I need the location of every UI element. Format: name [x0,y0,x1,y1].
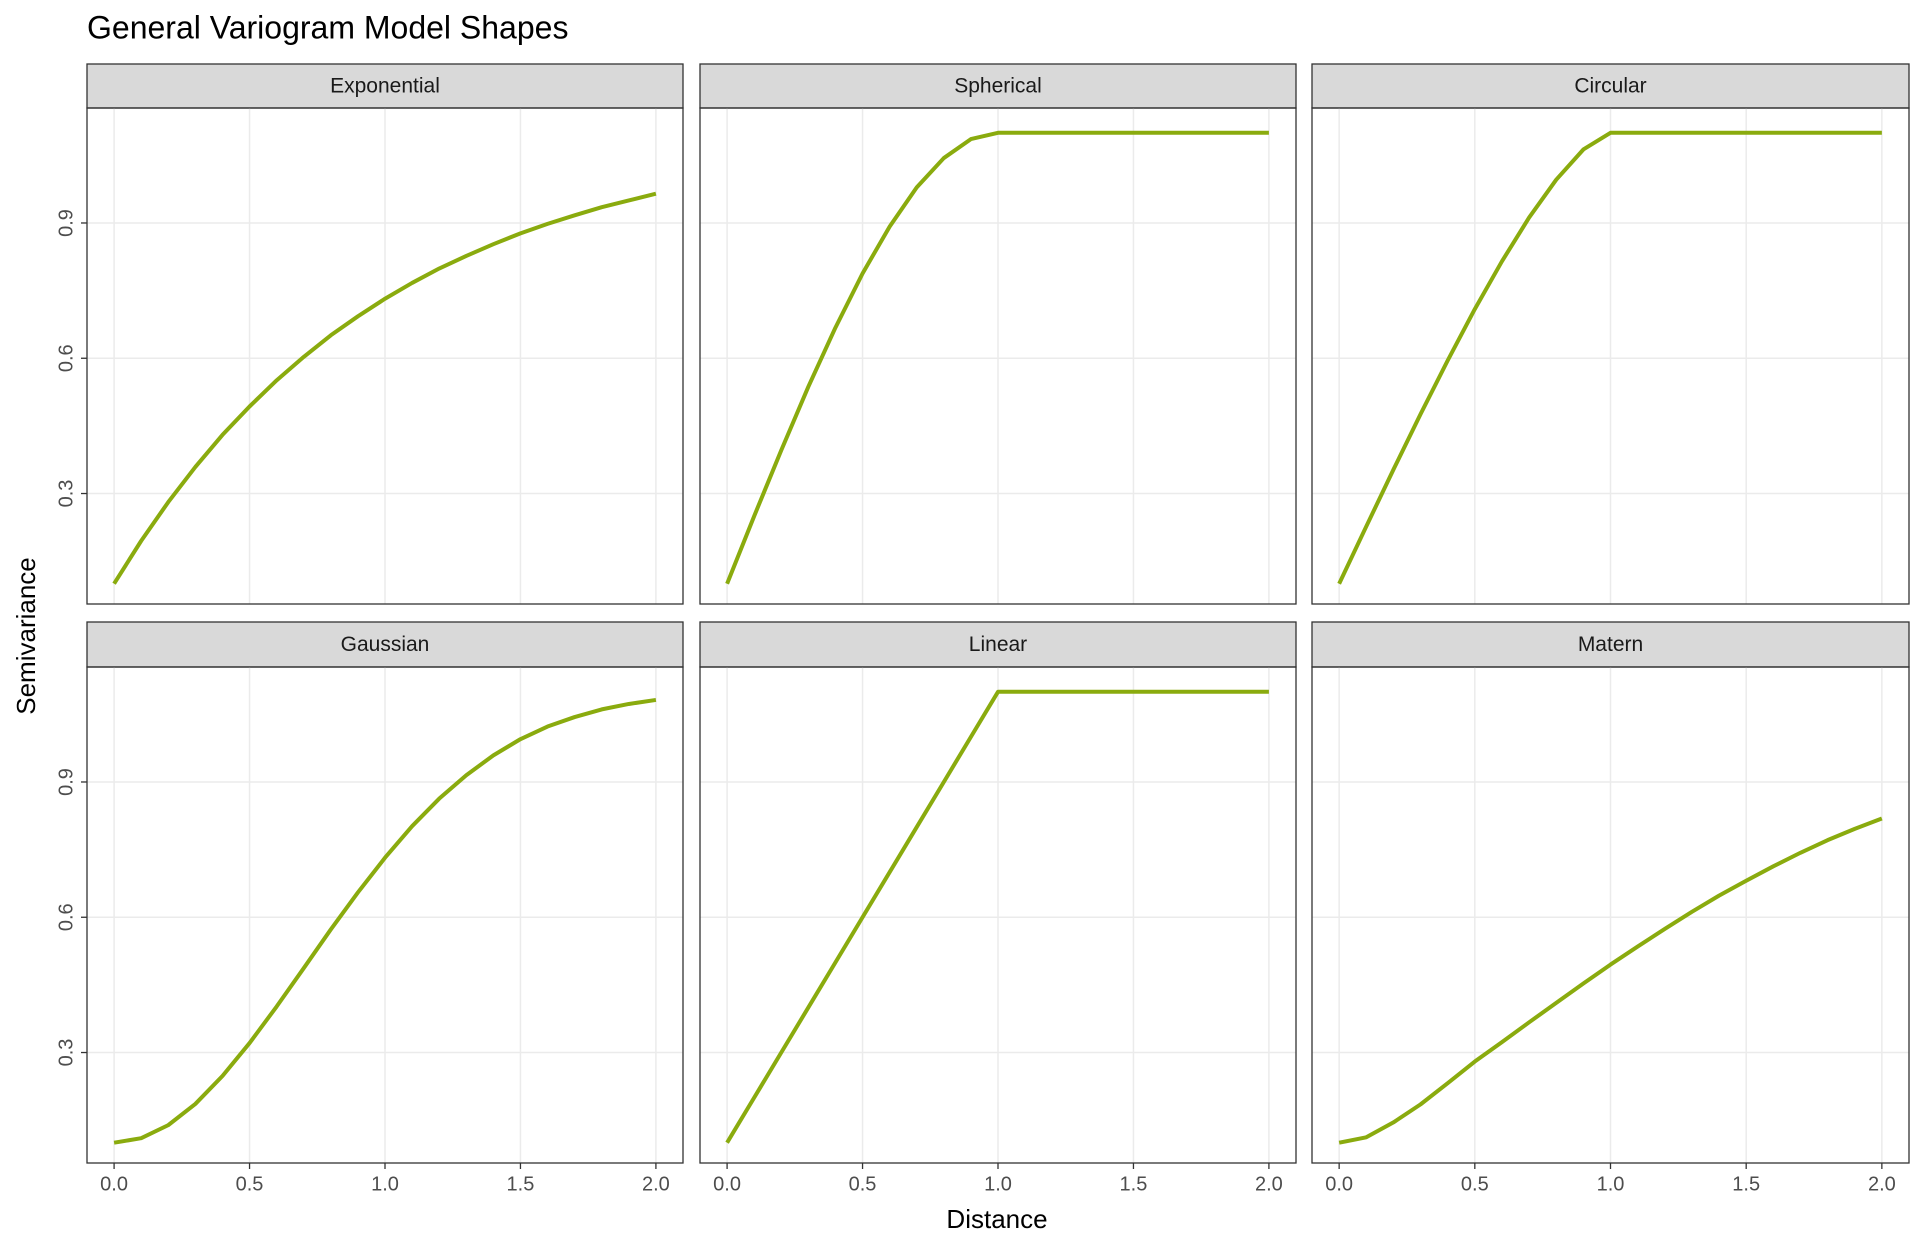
strip-label: Exponential [330,75,440,98]
x-tick-label: 0.5 [1461,1173,1489,1195]
x-axis-label: Distance [946,1204,1047,1234]
x-tick-label: 0.0 [1325,1173,1353,1195]
panel-border [1311,666,1910,1164]
panel-border [1311,107,1910,605]
strip-label: Linear [969,633,1027,656]
x-tick-label: 1.5 [1732,1173,1760,1195]
y-tick-label: 0.3 [55,480,77,508]
x-tick-label: 0.5 [849,1173,877,1195]
y-axis-label: Semivariance [11,557,41,715]
line [725,130,1269,585]
strip [699,63,1297,109]
x-tick-label: 0.0 [100,1173,128,1195]
x-tick-label: 2.0 [1868,1173,1896,1195]
y-tick-label: 0.9 [55,209,77,237]
strip-label: Matern [1578,633,1643,656]
line [1337,130,1882,585]
x-tick-label: 1.5 [507,1173,535,1195]
x-tick-label: 2.0 [1255,1173,1283,1195]
line [113,697,657,1145]
strip-label: Circular [1574,75,1646,98]
y-tick-label: 0.3 [55,1039,77,1067]
figure-title: General Variogram Model Shapes [87,9,568,45]
strip [1311,63,1910,109]
panel-border [86,107,684,605]
strip [1311,621,1910,668]
y-tick-label: 0.9 [55,768,77,796]
strip-label: Gaussian [341,633,430,656]
panel-border [86,666,684,1164]
strip-label: Spherical [954,75,1042,98]
line [1338,816,1883,1145]
x-tick-label: 1.0 [371,1173,399,1195]
panel-border [699,107,1297,605]
x-tick-label: 1.5 [1120,1173,1148,1195]
x-tick-label: 1.0 [1597,1173,1625,1195]
y-tick-label: 0.6 [55,344,77,372]
strip [86,621,684,668]
y-tick-label: 0.6 [55,903,77,931]
line [112,191,657,585]
panel-border [699,666,1297,1164]
strip [86,63,684,109]
line [725,689,1269,1144]
x-tick-label: 0.0 [713,1173,741,1195]
x-tick-label: 0.5 [236,1173,264,1195]
x-tick-label: 2.0 [642,1173,670,1195]
x-tick-label: 1.0 [984,1173,1012,1195]
